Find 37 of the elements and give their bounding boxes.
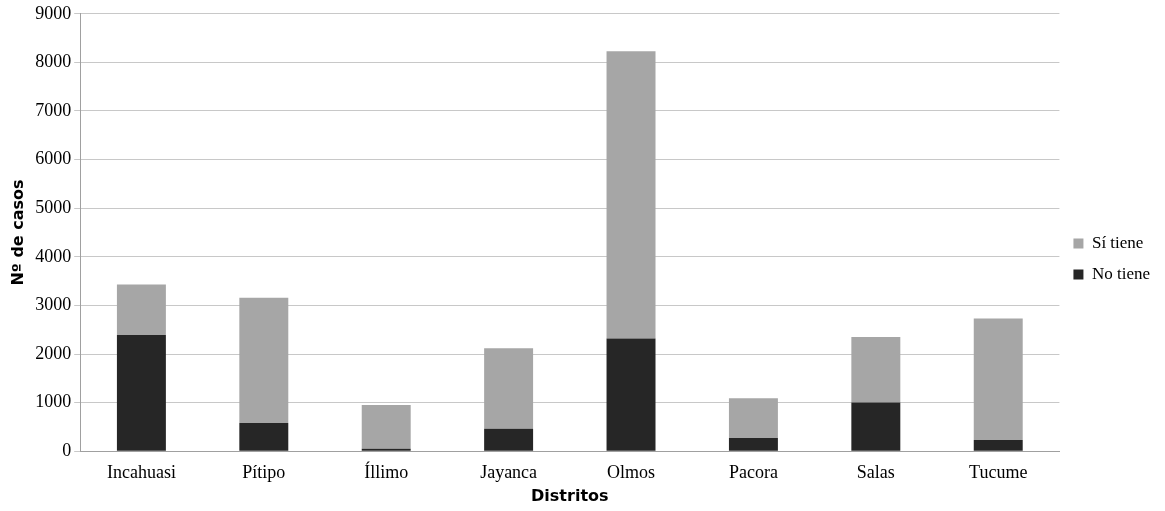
bar xyxy=(361,405,411,449)
bar xyxy=(606,51,656,339)
y-tick-label: 8000 xyxy=(35,51,72,72)
y-tick-label: 0 xyxy=(62,439,72,460)
bar xyxy=(116,335,166,451)
bar xyxy=(728,398,778,439)
x-tick-label: Salas xyxy=(856,461,895,482)
x-tick-label: Jayanca xyxy=(480,461,538,482)
y-tick-label: 6000 xyxy=(35,148,72,169)
bar xyxy=(484,428,534,451)
bar xyxy=(851,336,901,403)
bar xyxy=(239,297,289,424)
legend-label: No tiene xyxy=(1091,263,1151,283)
bar xyxy=(606,338,656,451)
bar xyxy=(484,348,534,429)
x-tick-label: Incahuasi xyxy=(106,461,176,482)
x-tick-label: Pítipo xyxy=(242,461,286,482)
legend-label: Sí tiene xyxy=(1091,232,1144,252)
bar xyxy=(239,423,289,451)
bar xyxy=(728,438,778,451)
bar xyxy=(973,440,1023,451)
x-tick-label: Pacora xyxy=(728,461,778,482)
y-axis-title: Nº de casos xyxy=(7,179,27,286)
bar xyxy=(851,402,901,451)
x-tick-label: Olmos xyxy=(607,461,656,482)
y-tick-label: 1000 xyxy=(35,391,72,412)
y-tick-label: 4000 xyxy=(35,245,72,266)
y-tick-label: 2000 xyxy=(35,342,72,363)
x-axis-title: Distritos xyxy=(531,485,609,505)
y-tick-label: 9000 xyxy=(35,2,72,23)
x-tick-label: Íllimo xyxy=(364,460,409,482)
y-tick-label: 7000 xyxy=(35,99,72,120)
x-tick-label: Tucume xyxy=(969,461,1028,482)
y-tick-label: 3000 xyxy=(35,294,72,315)
y-tick-label: 5000 xyxy=(35,196,72,217)
bar xyxy=(116,284,166,336)
bar xyxy=(973,318,1023,441)
